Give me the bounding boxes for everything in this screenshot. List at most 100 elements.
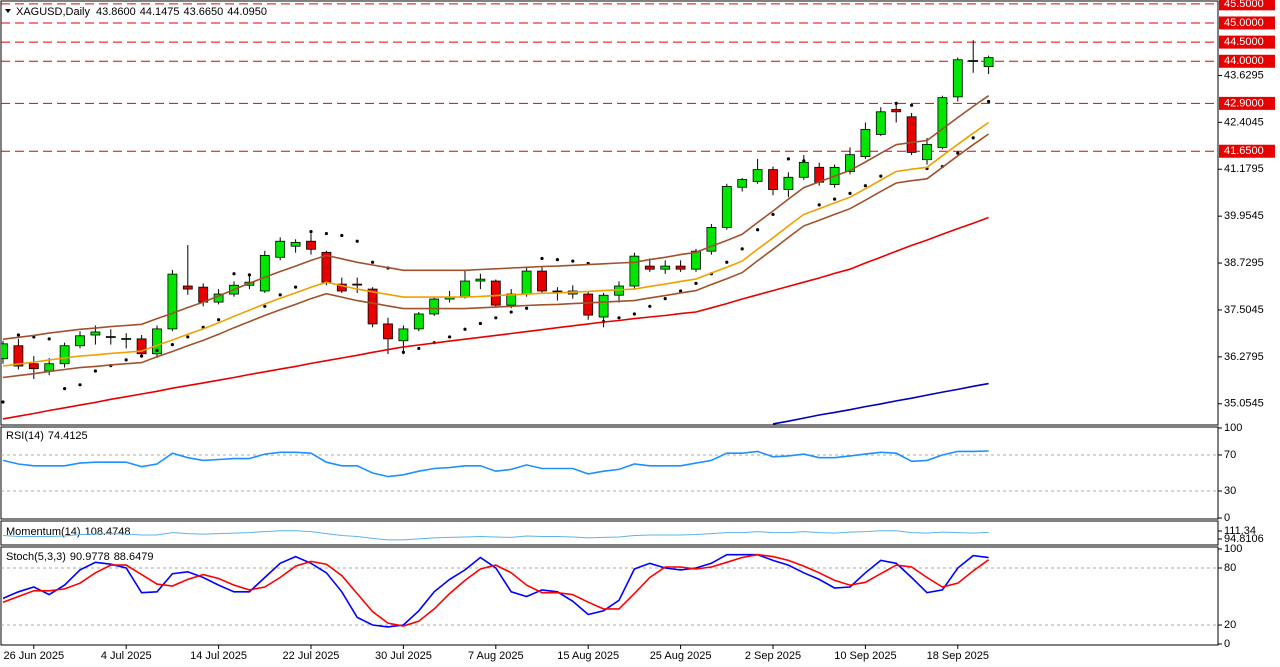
candle-body [644, 265, 655, 270]
y-tick-label: 30 [1224, 485, 1236, 497]
stoch-title: Stoch(5,3,3) 90.9778 88.6479 [6, 551, 153, 563]
x-tick-label: 22 Jul 2025 [283, 650, 340, 662]
sar-dot [371, 260, 375, 264]
indicator-line [2, 530, 989, 541]
sar-dot [309, 230, 313, 234]
candle-body [675, 265, 686, 270]
candle-body [891, 109, 902, 113]
candle-body [306, 240, 316, 250]
sar-dot [417, 346, 421, 351]
y-tick-label: 35.0545 [1224, 398, 1264, 410]
sar-dot [355, 239, 359, 243]
candle-body [290, 241, 301, 247]
y-tick-label: 111.34 [1224, 525, 1256, 537]
candle-body [952, 59, 963, 98]
candle-body [552, 290, 563, 293]
level-label: 42.9000 [1224, 97, 1264, 109]
sar-dot [987, 99, 991, 104]
sar-dot [170, 342, 174, 347]
sar-dot [93, 369, 97, 373]
sar-dot [63, 387, 67, 391]
sar-dot [217, 318, 221, 322]
y-tick-label: 100 [1224, 422, 1242, 434]
sar-dot [124, 358, 128, 362]
indicator-line [2, 450, 989, 478]
candle-body [660, 265, 671, 270]
candle-body [537, 270, 547, 292]
level-label: 45.5000 [1224, 0, 1264, 10]
y-tick-label: 42.4045 [1224, 116, 1264, 128]
candle-body [1, 343, 8, 360]
candle-body [798, 161, 809, 178]
indicator-name: Momentum(14) [6, 526, 81, 538]
candle-body [768, 169, 778, 190]
y-tick-label: 43.6295 [1224, 69, 1264, 81]
sar-dot [247, 273, 251, 277]
candle-body [598, 294, 609, 318]
sar-dot [632, 312, 637, 316]
candle-body [259, 254, 270, 292]
candle-body [44, 363, 55, 372]
candle-body [460, 280, 470, 298]
y-tick-label: 39.9545 [1224, 210, 1264, 222]
sar-dot [725, 260, 729, 264]
candle-body [906, 116, 917, 153]
sar-dot [756, 228, 760, 232]
sar-dot [817, 203, 821, 207]
indicator-value: 90.9778 [70, 551, 110, 563]
low-value: 43.6650 [184, 6, 224, 18]
candle-body [352, 283, 363, 286]
close-value: 44.0950 [227, 6, 267, 18]
x-tick-label: 15 Aug 2025 [557, 650, 619, 662]
candle-body [752, 169, 763, 182]
level-label-bg [1219, 144, 1275, 158]
candle-body [721, 186, 732, 228]
moving-average [2, 216, 989, 420]
sar-dot [863, 184, 868, 188]
sar-dot [278, 293, 282, 297]
sar-dot [324, 231, 328, 236]
level-label: 44.5000 [1224, 36, 1264, 48]
sar-dot [263, 304, 267, 308]
indicator-line [2, 553, 990, 627]
level-label: 45.0000 [1224, 17, 1264, 29]
x-tick-label: 14 Jul 2025 [190, 650, 247, 662]
indicator-name: RSI(14) [6, 430, 44, 442]
candle-body [922, 143, 932, 161]
sar-dot [16, 333, 20, 337]
sar-dot [401, 350, 405, 354]
sar-dot [155, 348, 159, 352]
indicator-line [2, 553, 989, 628]
sar-dot [555, 257, 560, 262]
sar-dot [679, 289, 683, 293]
candle-body [521, 270, 532, 295]
indicator-value: 74.4125 [48, 430, 88, 442]
candle-body [198, 286, 209, 303]
candle-body [182, 285, 193, 290]
candle-body [983, 57, 994, 68]
sar-dot [894, 101, 898, 105]
rsi-panel-frame [0, 426, 1219, 520]
menu-triangle [5, 9, 11, 13]
sar-dot [879, 174, 883, 178]
sar-dot [648, 304, 652, 308]
candle-body [90, 331, 101, 336]
sar-dot [294, 285, 298, 289]
sar-dot [540, 256, 544, 261]
candle-body [875, 111, 886, 135]
candle-body [336, 283, 347, 292]
main-panel-frame [0, 0, 1219, 426]
high-value: 44.1475 [140, 6, 180, 18]
momentum-panel-frame [0, 520, 1219, 546]
level-label: 41.6500 [1224, 145, 1264, 157]
y-tick-label: 94.8106 [1224, 533, 1264, 545]
sar-dot [571, 259, 575, 263]
y-tick-label: 100 [1224, 543, 1242, 555]
candle-body [383, 323, 393, 340]
y-tick-label: 80 [1224, 562, 1236, 574]
sar-dot [663, 297, 667, 301]
level-label-bg [1219, 96, 1275, 110]
y-tick-label: 70 [1224, 449, 1236, 461]
